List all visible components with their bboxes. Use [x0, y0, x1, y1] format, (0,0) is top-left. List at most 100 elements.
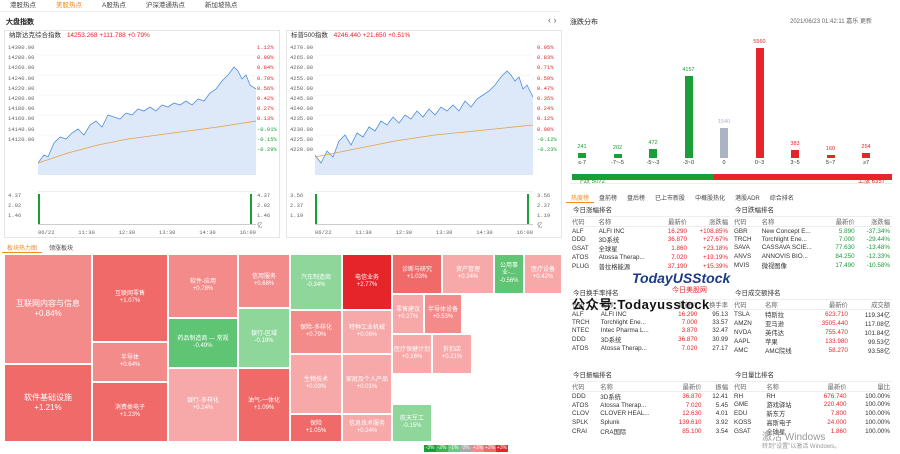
- table-row[interactable]: ANVS ANNOVIS BIO... 84.250 -12.33%: [734, 253, 890, 261]
- sector-tile[interactable]: 零售建议 +0.27%: [392, 294, 424, 334]
- sector-tile[interactable]: 公用事业-… -0.56%: [494, 254, 524, 294]
- sector-tile[interactable]: 互联网内容与信息 +0.84%: [4, 254, 92, 364]
- table-row[interactable]: GSAT 全球星 1.860 +23.18%: [572, 245, 728, 254]
- turnover-title: 今日换手率排名: [570, 288, 730, 300]
- sector-change: +0.84%: [34, 309, 62, 318]
- table-row[interactable]: AMZN 亚马逊 3505.440 117.08亿: [734, 320, 890, 328]
- table-row[interactable]: AAPL 苹果 133.980 99.53亿: [734, 338, 890, 346]
- table-row[interactable]: AMC AMC院线 58.270 93.58亿: [734, 347, 890, 355]
- dist-bar-label: 5~7: [825, 160, 836, 166]
- table-row[interactable]: DDD 3D系统 36.870 +27.67%: [572, 236, 728, 245]
- table-row[interactable]: GBR New Concept E... 5.890 -37.34%: [734, 227, 890, 235]
- prev-next-arrows[interactable]: ‹ ›: [548, 15, 557, 25]
- axis-tick: 1.12%: [257, 44, 274, 51]
- sector-tile[interactable]: 软件-应用 +0.78%: [168, 254, 238, 318]
- table-row[interactable]: NTEC Intec Pharma L... 3.870 32.47: [572, 327, 728, 335]
- table-row[interactable]: KOSS 高斯电子 24.000 100.00%: [734, 419, 890, 428]
- sector-tile[interactable]: 保险 +1.05%: [290, 414, 342, 442]
- ranking-tab[interactable]: 盘后榜: [627, 196, 646, 202]
- sector-tile[interactable]: 银行-区域 -0.19%: [238, 308, 290, 368]
- axis-tick: 2.92: [257, 202, 271, 209]
- axis-tick: 14160.00: [8, 115, 35, 123]
- sp500-name: 标普500指数: [291, 32, 328, 39]
- sector-change: +0.06%: [356, 332, 378, 338]
- table-row[interactable]: ATOS Atossa Therap... 7.020 5.45: [572, 401, 728, 409]
- dist-bar-label: 0~3: [754, 160, 765, 166]
- table-row[interactable]: ATOS Atossa Therap... 7.020 +19.19%: [572, 253, 728, 261]
- ranking-tab[interactable]: 盘前榜: [599, 196, 618, 202]
- sector-tile[interactable]: 软件基础设施 +1.21%: [4, 364, 92, 442]
- sector-tile[interactable]: 银行-多样化 +0.14%: [168, 368, 238, 442]
- watermark-brand: TodayUSStock: [632, 270, 731, 286]
- table-row[interactable]: TSLA 特斯拉 623.710 119.34亿: [734, 311, 890, 319]
- tab-us[interactable]: 美股热点: [56, 2, 82, 9]
- sector-tile[interactable]: 家庭及个人产品 +0.01%: [342, 354, 392, 414]
- table-row[interactable]: RH RH 676.740 100.00%: [734, 392, 890, 400]
- sector-tile[interactable]: 保险-多样化 +0.79%: [290, 310, 342, 354]
- table-row[interactable]: DDD 3D系统 36.870 30.99: [572, 336, 728, 345]
- tab-heatmap[interactable]: 板块热力图: [2, 246, 43, 253]
- sector-tile[interactable]: 诊断与研究 +1.03%: [392, 254, 442, 294]
- sector-tile[interactable]: 汽车制造商 -0.34%: [290, 254, 342, 310]
- table-row[interactable]: ALF ALFI INC 16.290 95.13: [572, 310, 728, 318]
- sector-tile[interactable]: 互联网零售 +1.07%: [92, 254, 168, 342]
- axis-tick: 4245.00: [290, 95, 314, 103]
- ranking-tab[interactable]: 中概股热化: [695, 196, 726, 202]
- index-section-title: 大盘指数: [6, 19, 34, 26]
- sector-tile[interactable]: 医疗设备 +0.42%: [524, 254, 562, 294]
- ranking-tab[interactable]: 港股ADR: [735, 196, 760, 202]
- tab-a[interactable]: A股热点: [102, 2, 126, 9]
- sector-tile[interactable]: 信息技术服务 +0.24%: [342, 414, 392, 442]
- sector-tile[interactable]: 药品制造商 — 常规 -0.49%: [168, 318, 238, 368]
- sector-heatmap[interactable]: 互联网内容与信息 +0.84% 软件基础设施 +1.21% 互联网零售 +1.07% 半导体…: [4, 254, 562, 442]
- table-row[interactable]: TRCH Torchlight Ene... 7.000 -29.44%: [734, 235, 890, 243]
- sector-tile[interactable]: 信用服务 +0.68%: [238, 254, 290, 308]
- axis-tick: 16:00: [516, 229, 533, 236]
- ranking-tab[interactable]: 综合排名: [769, 196, 794, 202]
- sector-tile[interactable]: 半导体设备 +0.53%: [424, 294, 462, 334]
- sector-tile[interactable]: 折扣店 +0.21%: [432, 334, 472, 374]
- table-row[interactable]: SPLK Splunk 139.610 3.92: [572, 418, 728, 426]
- table-row[interactable]: DDD 3D系统 36.870 12.41: [572, 393, 728, 401]
- sector-tile[interactable]: 电信业务 +2.77%: [342, 254, 392, 310]
- sector-tile[interactable]: 消费类电子 +1.23%: [92, 382, 168, 442]
- tab-leading[interactable]: 领涨板块: [48, 246, 73, 252]
- axis-tick: 12:30: [395, 229, 413, 236]
- sector-tile[interactable]: 半导体 +0.64%: [92, 342, 168, 382]
- table-row[interactable]: TRCH Torchlight Ene... 7.000 33.57: [572, 318, 728, 326]
- table-row[interactable]: EDU 新东方 7.800 100.00%: [734, 410, 890, 419]
- sector-tile[interactable]: 医疗保健计划 +0.16%: [392, 334, 432, 374]
- table-row[interactable]: NVDA 英伟达 755.470 101.84亿: [734, 329, 890, 337]
- sector-change: +0.64%: [119, 362, 141, 368]
- table-row[interactable]: ATOS Atossa Therap... 7.020 27.17: [572, 345, 728, 353]
- table-row[interactable]: MVIS 微视图像 17.490 -10.58%: [734, 261, 890, 270]
- sector-name: 半导体: [120, 354, 139, 361]
- dist-bar-value: 383: [790, 141, 800, 148]
- axis-tick: 0.70%: [257, 74, 274, 82]
- amount-title: 今日成交额排名: [732, 288, 892, 300]
- ranking-tab[interactable]: 热度榜: [566, 193, 595, 203]
- axis-tick: 1.46: [257, 212, 271, 219]
- tab-hk[interactable]: 港股热点: [10, 2, 36, 9]
- table-row[interactable]: CLOV CLOVER HEAL... 12.630 4.01: [572, 410, 728, 418]
- sp500-panel[interactable]: 标普500指数 4246.440 +21.650 +0.51% 4270.00 4…: [286, 30, 562, 238]
- sp500-header: 标普500指数 4246.440 +21.650 +0.51%: [287, 31, 561, 41]
- sector-tile[interactable]: 资产管理 +0.24%: [442, 254, 494, 294]
- sector-tile[interactable]: 航天军工 -0.15%: [392, 404, 432, 442]
- sector-tile[interactable]: 生物技术 +0.03%: [290, 354, 342, 414]
- table-row[interactable]: GSAT 全球星 1.860 100.00%: [734, 428, 890, 437]
- tab-connect[interactable]: 沪深港通热点: [145, 2, 185, 9]
- nasdaq-panel[interactable]: 纳斯达克综合指数 14253.268 +111.788 +0.79% 14300…: [4, 30, 280, 238]
- ranking-tab[interactable]: 已上市新股: [655, 196, 686, 202]
- sector-change: +0.03%: [305, 384, 327, 390]
- table-row[interactable]: SAVA CASSAVA SCIE... 77.630 -13.48%: [734, 244, 890, 252]
- table-row[interactable]: ALF ALFI INC 16.290 +108.85%: [572, 227, 728, 235]
- tab-sg[interactable]: 新加坡热点: [204, 2, 238, 9]
- table-row[interactable]: GME 游戏驿站 220.400 100.00%: [734, 401, 890, 410]
- sector-tile[interactable]: 特种工业机械 +0.06%: [342, 310, 392, 354]
- axis-tick: 0.71%: [537, 64, 554, 72]
- axis-tick: 11:30: [355, 229, 372, 236]
- table-row[interactable]: PLUG 普拉格能源 37.190 +15.39%: [572, 262, 728, 271]
- sector-tile[interactable]: 油气-一体化 +1.09%: [238, 368, 290, 442]
- table-row[interactable]: CRAI CRA国际 85.100 3.54: [572, 427, 728, 436]
